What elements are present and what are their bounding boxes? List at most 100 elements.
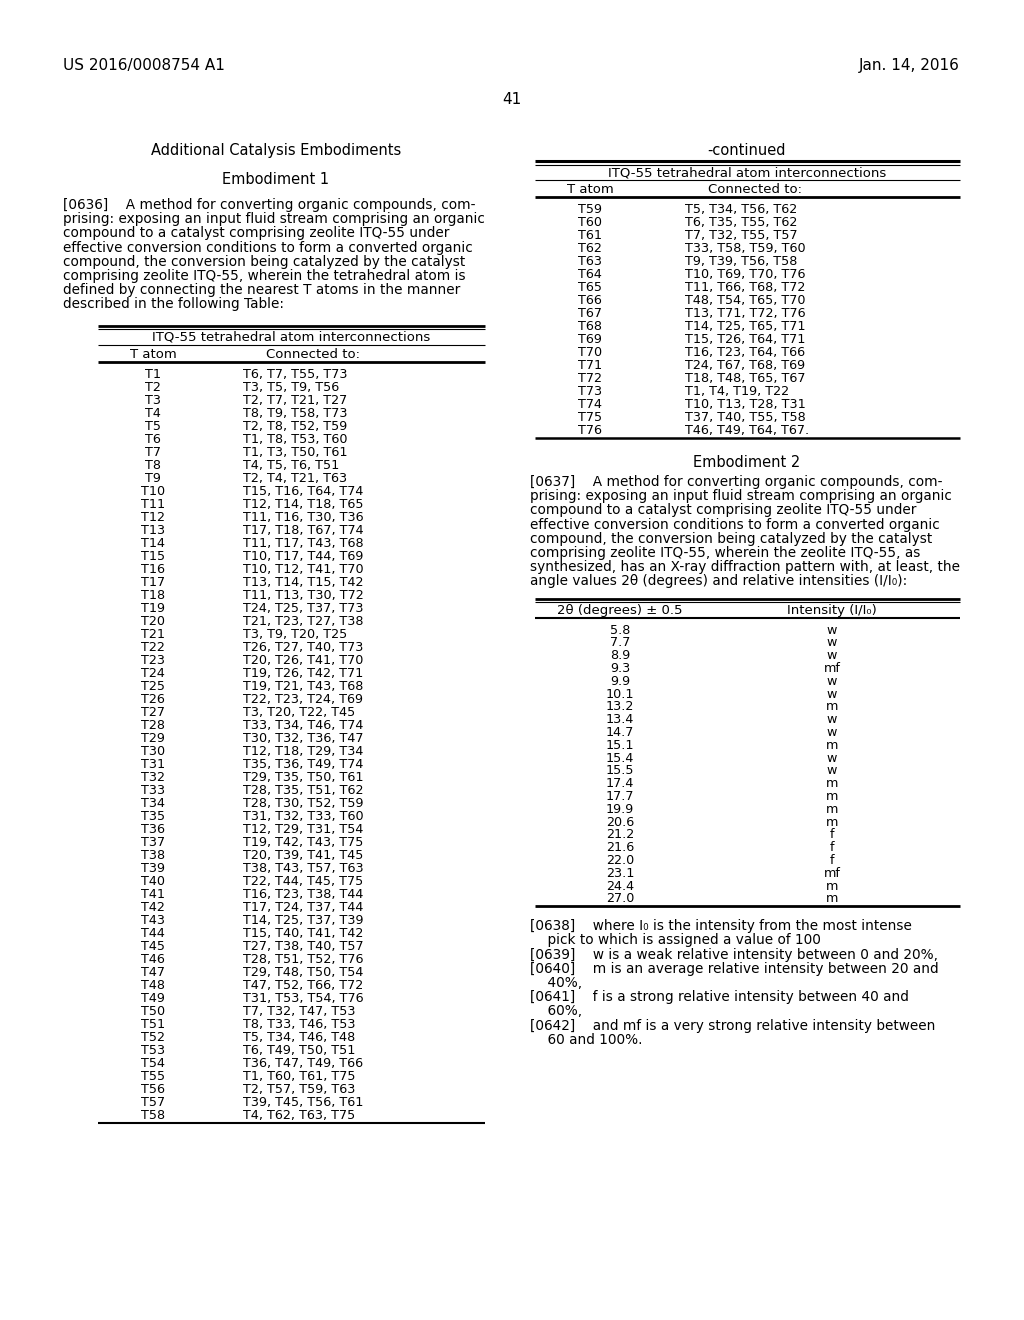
Text: f: f [829, 829, 835, 841]
Text: T54: T54 [141, 1056, 165, 1069]
Text: 27.0: 27.0 [606, 892, 634, 906]
Text: T48: T48 [141, 978, 165, 991]
Text: T40: T40 [141, 875, 165, 887]
Text: w: w [826, 649, 838, 663]
Text: T11, T16, T30, T36: T11, T16, T30, T36 [243, 511, 364, 524]
Text: T64: T64 [579, 268, 602, 281]
Text: T15: T15 [141, 549, 165, 562]
Text: T28, T35, T51, T62: T28, T35, T51, T62 [243, 784, 364, 796]
Text: 21.2: 21.2 [606, 829, 634, 841]
Text: T70: T70 [578, 346, 602, 359]
Text: effective conversion conditions to form a converted organic: effective conversion conditions to form … [530, 517, 940, 532]
Text: w: w [826, 688, 838, 701]
Text: T18, T48, T65, T67: T18, T48, T65, T67 [685, 372, 806, 385]
Text: 5.8: 5.8 [610, 623, 630, 636]
Text: 14.7: 14.7 [606, 726, 634, 739]
Text: m: m [825, 803, 839, 816]
Text: T10, T17, T44, T69: T10, T17, T44, T69 [243, 549, 364, 562]
Text: T23: T23 [141, 653, 165, 667]
Text: T8: T8 [145, 458, 161, 471]
Text: T3, T9, T20, T25: T3, T9, T20, T25 [243, 627, 347, 640]
Text: T47: T47 [141, 966, 165, 978]
Text: T2, T7, T21, T27: T2, T7, T21, T27 [243, 393, 347, 407]
Text: m: m [825, 701, 839, 713]
Text: T29: T29 [141, 731, 165, 744]
Text: T14, T25, T65, T71: T14, T25, T65, T71 [685, 319, 806, 333]
Text: T69: T69 [579, 333, 602, 346]
Text: T24, T25, T37, T73: T24, T25, T37, T73 [243, 602, 364, 615]
Text: T63: T63 [578, 255, 602, 268]
Text: T29, T48, T50, T54: T29, T48, T50, T54 [243, 966, 364, 978]
Text: T20, T26, T41, T70: T20, T26, T41, T70 [243, 653, 364, 667]
Text: T11, T13, T30, T72: T11, T13, T30, T72 [243, 589, 364, 602]
Text: T3, T20, T22, T45: T3, T20, T22, T45 [243, 706, 355, 718]
Text: T14: T14 [141, 537, 165, 549]
Text: T21, T23, T27, T38: T21, T23, T27, T38 [243, 615, 364, 627]
Text: w: w [826, 623, 838, 636]
Text: T4, T62, T63, T75: T4, T62, T63, T75 [243, 1109, 355, 1122]
Text: T53: T53 [141, 1044, 165, 1056]
Text: T11: T11 [141, 498, 165, 511]
Text: T56: T56 [141, 1082, 165, 1096]
Text: Embodiment 1: Embodiment 1 [222, 172, 330, 187]
Text: T31, T53, T54, T76: T31, T53, T54, T76 [243, 991, 364, 1005]
Text: T32: T32 [141, 771, 165, 784]
Text: [0636]    A method for converting organic compounds, com-: [0636] A method for converting organic c… [63, 198, 475, 213]
Text: T29, T35, T50, T61: T29, T35, T50, T61 [243, 771, 364, 784]
Text: T65: T65 [578, 281, 602, 294]
Text: T12, T14, T18, T65: T12, T14, T18, T65 [243, 498, 364, 511]
Text: T2, T57, T59, T63: T2, T57, T59, T63 [243, 1082, 355, 1096]
Text: Connected to:: Connected to: [266, 347, 360, 360]
Text: US 2016/0008754 A1: US 2016/0008754 A1 [63, 58, 225, 73]
Text: T62: T62 [579, 242, 602, 255]
Text: 22.0: 22.0 [606, 854, 634, 867]
Text: f: f [829, 841, 835, 854]
Text: T59: T59 [578, 203, 602, 216]
Text: Connected to:: Connected to: [708, 183, 802, 195]
Text: T72: T72 [578, 372, 602, 385]
Text: T4, T5, T6, T51: T4, T5, T6, T51 [243, 458, 339, 471]
Text: T2, T8, T52, T59: T2, T8, T52, T59 [243, 420, 347, 433]
Text: 2θ (degrees) ± 0.5: 2θ (degrees) ± 0.5 [557, 605, 683, 618]
Text: 15.1: 15.1 [606, 739, 634, 752]
Text: T15, T26, T64, T71: T15, T26, T64, T71 [685, 333, 805, 346]
Text: m: m [825, 739, 839, 752]
Text: T13, T14, T15, T42: T13, T14, T15, T42 [243, 576, 364, 589]
Text: w: w [826, 751, 838, 764]
Text: 9.9: 9.9 [610, 675, 630, 688]
Text: -continued: -continued [708, 143, 786, 158]
Text: angle values 2θ (degrees) and relative intensities (I/I₀):: angle values 2θ (degrees) and relative i… [530, 574, 907, 589]
Text: 23.1: 23.1 [606, 867, 634, 880]
Text: T49: T49 [141, 991, 165, 1005]
Text: T73: T73 [578, 385, 602, 399]
Text: T21: T21 [141, 627, 165, 640]
Text: T7, T32, T47, T53: T7, T32, T47, T53 [243, 1005, 355, 1018]
Text: 8.9: 8.9 [610, 649, 630, 663]
Text: [0637]    A method for converting organic compounds, com-: [0637] A method for converting organic c… [530, 475, 942, 488]
Text: T30, T32, T36, T47: T30, T32, T36, T47 [243, 731, 364, 744]
Text: T6, T49, T50, T51: T6, T49, T50, T51 [243, 1044, 355, 1056]
Text: T35: T35 [141, 809, 165, 822]
Text: T52: T52 [141, 1031, 165, 1044]
Text: T16: T16 [141, 562, 165, 576]
Text: Additional Catalysis Embodiments: Additional Catalysis Embodiments [151, 143, 401, 158]
Text: T71: T71 [578, 359, 602, 372]
Text: w: w [826, 764, 838, 777]
Text: T61: T61 [578, 228, 602, 242]
Text: T28, T30, T52, T59: T28, T30, T52, T59 [243, 796, 364, 809]
Text: T10, T12, T41, T70: T10, T12, T41, T70 [243, 562, 364, 576]
Text: T3, T5, T9, T56: T3, T5, T9, T56 [243, 380, 339, 393]
Text: T33, T58, T59, T60: T33, T58, T59, T60 [685, 242, 806, 255]
Text: m: m [825, 777, 839, 791]
Text: T39: T39 [141, 862, 165, 875]
Text: T17, T18, T67, T74: T17, T18, T67, T74 [243, 524, 364, 537]
Text: T13: T13 [141, 524, 165, 537]
Text: T41: T41 [141, 887, 165, 900]
Text: T1, T3, T50, T61: T1, T3, T50, T61 [243, 446, 347, 458]
Text: compound to a catalyst comprising zeolite ITQ-55 under: compound to a catalyst comprising zeolit… [63, 227, 450, 240]
Text: 10.1: 10.1 [606, 688, 634, 701]
Text: T57: T57 [141, 1096, 165, 1109]
Text: T10, T69, T70, T76: T10, T69, T70, T76 [685, 268, 806, 281]
Text: T46, T49, T64, T67.: T46, T49, T64, T67. [685, 424, 809, 437]
Text: [0640]    m is an average relative intensity between 20 and: [0640] m is an average relative intensit… [530, 962, 939, 975]
